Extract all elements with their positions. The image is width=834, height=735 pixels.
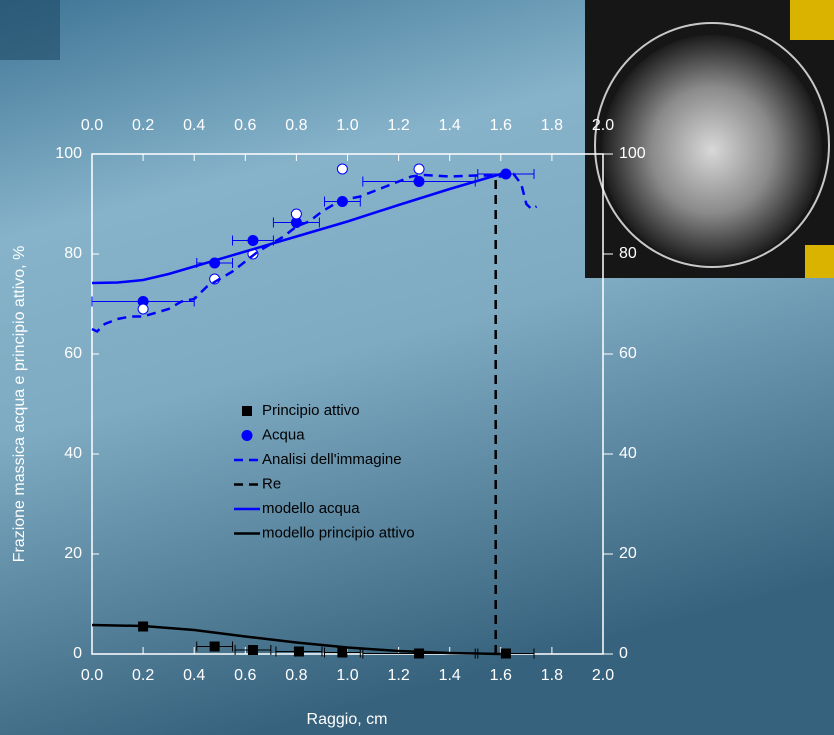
x-top-tick-label: 0.8 [285, 117, 307, 134]
y-right-tick-label: 0 [619, 645, 628, 662]
x-top-tick-label: 2.0 [592, 117, 614, 134]
x-top-tick-label: 0.4 [183, 117, 205, 134]
marker-circle [247, 235, 258, 246]
marker-circle [500, 169, 511, 180]
x-tick-label: 1.4 [439, 667, 461, 684]
legend-label: Re [262, 475, 281, 492]
x-top-tick-label: 0.0 [81, 117, 103, 134]
y-right-tick-label: 80 [619, 245, 637, 262]
photo-inset [585, 0, 834, 278]
y-tick-label: 40 [64, 445, 82, 462]
x-tick-label: 1.6 [490, 667, 512, 684]
marker-open-circle [138, 304, 148, 314]
x-top-tick-label: 1.0 [336, 117, 358, 134]
y-right-tick-label: 20 [619, 545, 637, 562]
marker-open-circle [337, 164, 347, 174]
marker-square [294, 647, 304, 657]
y-tick-label: 80 [64, 245, 82, 262]
y-right-tick-label: 40 [619, 445, 637, 462]
photo-detail [805, 245, 834, 278]
x-tick-label: 0.2 [132, 667, 154, 684]
marker-square [501, 649, 511, 659]
photo-detail [790, 0, 834, 40]
marker-square [414, 649, 424, 659]
x-top-tick-label: 0.2 [132, 117, 154, 134]
x-tick-label: 1.2 [387, 667, 409, 684]
legend-label: Principio attivo [262, 402, 360, 419]
y-tick-label: 20 [64, 545, 82, 562]
x-axis-label: Raggio, cm [307, 711, 388, 728]
y-tick-label: 100 [55, 145, 82, 162]
x-tick-label: 2.0 [592, 667, 614, 684]
marker-square [210, 642, 220, 652]
marker-circle [414, 176, 425, 187]
x-top-tick-label: 1.8 [541, 117, 563, 134]
chart: Raggio, cm Frazione massica acqua e prin… [0, 0, 834, 735]
marker-square [248, 645, 258, 655]
x-tick-label: 0.6 [234, 667, 256, 684]
background-corner [0, 0, 60, 60]
marker-open-circle [291, 209, 301, 219]
x-top-tick-label: 1.4 [439, 117, 461, 134]
legend-marker [242, 406, 252, 416]
x-top-tick-label: 1.2 [387, 117, 409, 134]
x-tick-label: 1.8 [541, 667, 563, 684]
x-tick-label: 1.0 [336, 667, 358, 684]
x-top-tick-label: 1.6 [490, 117, 512, 134]
marker-open-circle [414, 164, 424, 174]
legend-label: modello acqua [262, 500, 360, 517]
legend-marker [242, 430, 253, 441]
y-axis-label: Frazione massica acqua e principio attiv… [11, 246, 28, 563]
marker-square [337, 648, 347, 658]
y-right-tick-label: 100 [619, 145, 646, 162]
y-tick-label: 60 [64, 345, 82, 362]
legend-label: modello principio attivo [262, 524, 415, 541]
y-right-tick-label: 60 [619, 345, 637, 362]
x-tick-label: 0.8 [285, 667, 307, 684]
x-tick-label: 0.4 [183, 667, 205, 684]
x-tick-label: 0.0 [81, 667, 103, 684]
legend-label: Acqua [262, 426, 305, 443]
y-tick-label: 0 [73, 645, 82, 662]
legend-label: Analisi dell'immagine [262, 451, 402, 468]
x-top-tick-label: 0.6 [234, 117, 256, 134]
